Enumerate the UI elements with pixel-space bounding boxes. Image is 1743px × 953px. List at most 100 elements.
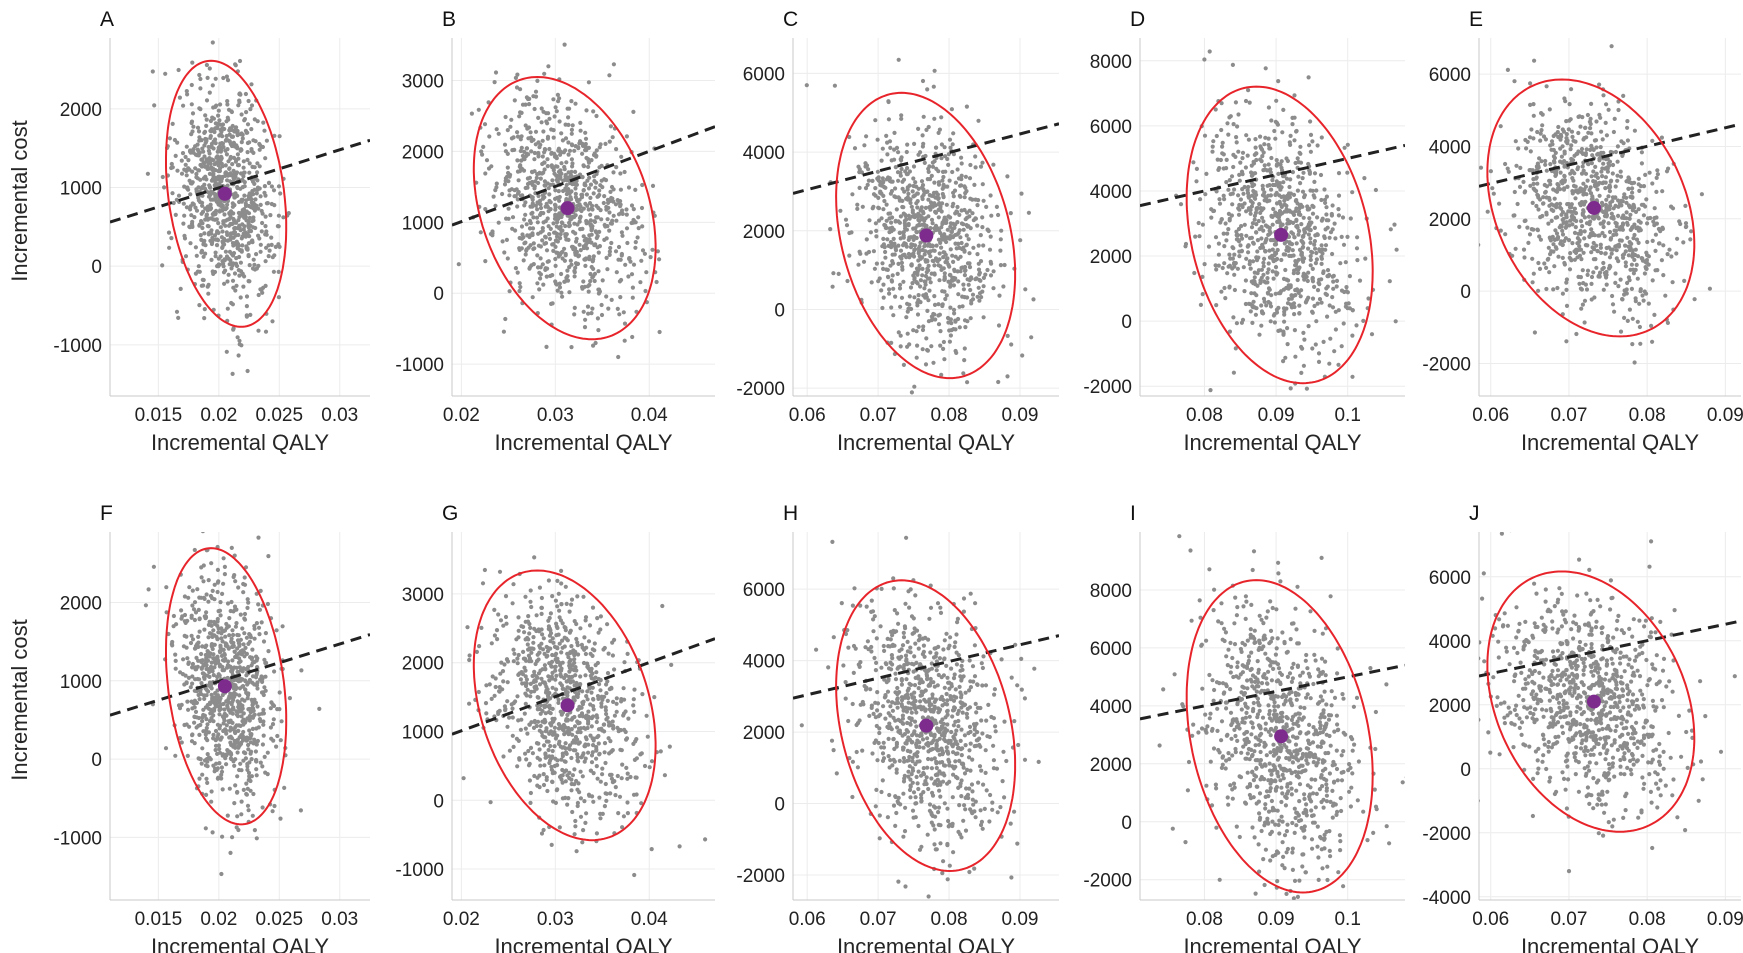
- data-point-b: [605, 267, 610, 272]
- data-point-f: [240, 719, 245, 724]
- data-point-b: [563, 253, 568, 258]
- data-point-a: [247, 215, 252, 221]
- data-point-b: [523, 123, 528, 128]
- data-point-b: [494, 127, 499, 132]
- data-point-b: [568, 195, 573, 200]
- data-point-b: [545, 136, 551, 141]
- y-tick-label-c-0: -2000: [736, 379, 785, 400]
- data-point-d: [1342, 145, 1347, 150]
- data-point-a: [231, 216, 236, 222]
- data-point-d: [1284, 209, 1290, 214]
- data-point-c: [887, 291, 892, 296]
- data-point-d: [1222, 244, 1227, 249]
- y-tick-label-d-2: 2000: [1090, 247, 1132, 268]
- data-point-e: [1683, 221, 1689, 226]
- data-point-e: [1558, 159, 1563, 164]
- data-point-a: [235, 226, 240, 231]
- data-point-e: [1602, 234, 1607, 239]
- data-point-d: [1265, 168, 1270, 173]
- data-point-d: [1322, 197, 1328, 202]
- data-point-f: [192, 547, 197, 553]
- data-point-c: [980, 160, 985, 165]
- data-point-e: [1538, 215, 1543, 220]
- data-point-c: [939, 245, 944, 250]
- data-point-d: [1269, 118, 1274, 123]
- data-point-a: [202, 182, 207, 187]
- data-point-b: [559, 171, 564, 176]
- data-point-d: [1200, 222, 1205, 227]
- data-point-d: [1310, 139, 1315, 144]
- data-point-d: [1289, 253, 1294, 259]
- y-tick-label-c-4: 6000: [743, 64, 785, 85]
- data-point-e: [1571, 138, 1576, 143]
- data-point-d: [1336, 171, 1342, 176]
- data-point-c: [924, 295, 929, 300]
- data-point-c: [916, 222, 922, 227]
- data-point-e: [1659, 258, 1664, 263]
- data-point-e: [1667, 247, 1672, 252]
- data-point-d: [1209, 215, 1214, 220]
- data-point-b: [535, 207, 540, 212]
- data-point-f: [216, 579, 221, 584]
- data-point-c: [912, 275, 917, 281]
- data-point-e: [1593, 164, 1598, 169]
- data-point-b: [545, 216, 550, 221]
- data-point-e: [1639, 161, 1644, 166]
- data-point-d: [1259, 236, 1264, 241]
- data-point-e: [1646, 301, 1651, 306]
- data-point-c: [939, 209, 944, 214]
- data-point-f: [255, 665, 260, 670]
- data-point-a: [245, 247, 250, 252]
- data-point-d: [1270, 269, 1275, 274]
- data-point-a: [221, 144, 226, 150]
- data-point-d: [1255, 238, 1260, 243]
- data-point-e: [1554, 231, 1560, 236]
- data-point-b: [478, 230, 483, 235]
- data-point-f: [256, 625, 262, 630]
- data-point-c: [951, 152, 957, 157]
- data-point-b: [535, 281, 540, 286]
- data-point-b: [564, 232, 569, 237]
- data-point-d: [1261, 228, 1266, 233]
- data-point-c: [901, 230, 906, 235]
- data-point-a: [194, 171, 199, 177]
- data-point-b: [506, 216, 511, 221]
- data-point-f: [184, 634, 189, 639]
- data-point-c: [942, 145, 947, 150]
- data-point-f: [250, 647, 255, 652]
- data-point-a: [225, 99, 230, 104]
- threshold-line-d: [1140, 143, 1405, 208]
- data-point-d: [1229, 174, 1235, 179]
- data-point-e: [1613, 271, 1618, 276]
- data-point-e: [1627, 278, 1632, 283]
- data-point-d: [1254, 230, 1259, 235]
- data-point-e: [1491, 191, 1496, 196]
- data-point-a: [206, 190, 211, 195]
- data-point-c: [998, 248, 1003, 253]
- data-point-c: [951, 307, 957, 312]
- data-point-c: [944, 239, 949, 245]
- data-point-f: [277, 690, 282, 695]
- data-point-a: [216, 108, 221, 113]
- data-point-c: [856, 262, 861, 267]
- data-point-a: [205, 75, 210, 80]
- data-point-d: [1238, 243, 1243, 248]
- data-point-e: [1531, 136, 1536, 141]
- data-point-c: [863, 161, 868, 166]
- data-point-c: [967, 214, 972, 219]
- data-point-b: [597, 145, 602, 150]
- data-point-a: [231, 285, 236, 290]
- data-point-b: [531, 137, 536, 142]
- data-point-b: [598, 183, 603, 188]
- data-point-c: [991, 162, 996, 167]
- data-point-b: [566, 122, 571, 127]
- data-point-a: [181, 103, 186, 108]
- data-point-a: [227, 249, 232, 254]
- data-point-f: [164, 610, 169, 615]
- data-point-c: [962, 184, 967, 189]
- data-point-c: [951, 259, 956, 264]
- data-point-a: [197, 223, 202, 228]
- data-point-a: [167, 245, 172, 250]
- data-point-d: [1300, 176, 1305, 181]
- data-point-d: [1253, 312, 1258, 317]
